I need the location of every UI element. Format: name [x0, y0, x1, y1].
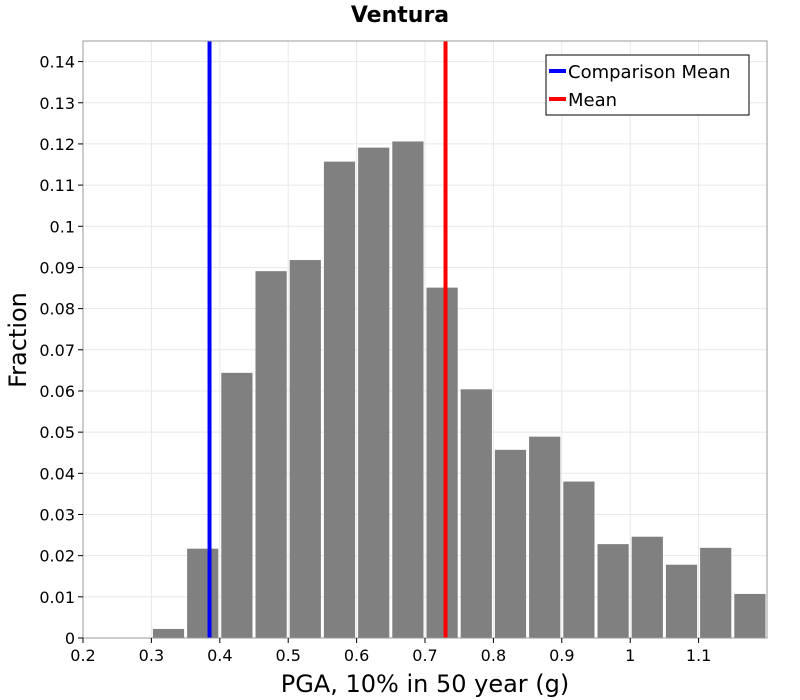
histogram-bars: [152, 141, 766, 639]
x-tick-label: 1.1: [686, 646, 711, 665]
x-axis-label: PGA, 10% in 50 year (g): [281, 670, 570, 698]
x-tick-label: 0.5: [275, 646, 300, 665]
y-tick-label: 0.11: [39, 176, 75, 195]
x-tick-label: 0.7: [412, 646, 437, 665]
y-tick-label: 0.13: [39, 94, 75, 113]
histogram-bar: [631, 536, 663, 638]
x-tick-label: 0.4: [207, 646, 232, 665]
legend-box: [545, 54, 750, 116]
histogram-bar: [426, 287, 458, 638]
y-tick-label: 0.07: [39, 341, 75, 360]
y-tick-label: 0.03: [39, 505, 75, 524]
y-tick-label: 0.06: [39, 382, 75, 401]
y-tick-label: 0.02: [39, 547, 75, 566]
x-tick-label: 0.8: [481, 646, 506, 665]
histogram-bar: [563, 481, 595, 638]
x-tick-label: 0.2: [70, 646, 95, 665]
grid-lines: [82, 41, 767, 639]
x-tick-label: 0.6: [344, 646, 369, 665]
histogram-bar: [152, 628, 185, 638]
histogram-bar: [289, 260, 321, 638]
histogram-bar: [392, 141, 424, 638]
y-tick-label: 0.14: [39, 53, 75, 72]
y-tick-label: 0.04: [39, 464, 75, 483]
histogram-bar: [221, 372, 253, 638]
x-tick-label: 0.9: [549, 646, 574, 665]
histogram-bar: [700, 547, 732, 638]
x-tick-label: 1: [625, 646, 635, 665]
histogram-bar: [597, 544, 629, 638]
histogram-bar: [358, 147, 390, 639]
y-axis-ticks: 0 0.01 0.02 0.03 0.04 0.05 0.06 0.07 0.08 0.09 0.1…: [39, 53, 83, 648]
histogram-bar: [665, 564, 698, 638]
y-tick-label: 0.08: [39, 300, 75, 319]
histogram-bar: [529, 436, 561, 638]
legend: Comparison Mean Mean: [545, 54, 750, 116]
y-tick-label: 0.01: [39, 588, 75, 607]
chart-title: Ventura: [351, 3, 449, 28]
legend-label: Comparison Mean: [568, 62, 731, 83]
histogram-bar: [460, 389, 492, 638]
y-tick-label: 0.1: [50, 217, 75, 236]
legend-label: Mean: [568, 90, 617, 111]
histogram-bar: [255, 271, 287, 638]
mean-lines: [207, 41, 448, 638]
y-axis-label: Fraction: [4, 292, 32, 388]
x-tick-label: 0.3: [139, 646, 164, 665]
histogram-bar: [734, 593, 766, 638]
histogram-bar: [494, 449, 527, 638]
y-tick-label: 0.05: [39, 423, 75, 442]
y-tick-label: 0: [65, 629, 75, 648]
histogram-bar: [187, 548, 219, 638]
y-tick-label: 0.12: [39, 135, 75, 154]
y-tick-label: 0.09: [39, 258, 75, 277]
x-axis-ticks: 0.2 0.3 0.4 0.5 0.6 0.7 0.8 0.9 1 1.1: [70, 638, 711, 665]
histogram-bar: [323, 161, 356, 638]
